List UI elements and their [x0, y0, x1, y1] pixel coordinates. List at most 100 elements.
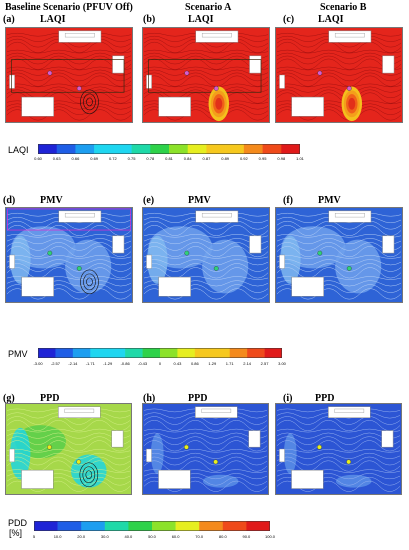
- streamline: [276, 220, 402, 230]
- door-shape: [279, 448, 285, 463]
- streamline: [6, 428, 131, 433]
- laqi-color-scale: [38, 144, 300, 154]
- color-bin: [152, 521, 176, 531]
- occupant-marker: [213, 266, 219, 271]
- color-bin: [142, 348, 161, 358]
- streamline: [6, 72, 132, 82]
- panel-f-pmv-plot: [275, 207, 403, 303]
- streamline: [143, 259, 269, 266]
- streamline: [276, 86, 402, 93]
- streamline: [6, 234, 132, 238]
- flow-vortex: [85, 470, 93, 480]
- zone-outline: [7, 208, 131, 231]
- color-bin: [281, 144, 300, 154]
- color-bin: [104, 521, 129, 531]
- legend-tick-label: -0.43: [138, 361, 148, 366]
- color-bin: [169, 144, 189, 154]
- streamline: [6, 432, 131, 439]
- streamline: [276, 420, 401, 431]
- legend-tick-label: 0.86: [190, 361, 199, 366]
- streamline: [6, 69, 132, 76]
- color-scale-frame: [34, 521, 270, 531]
- thermal-zone: [65, 239, 112, 294]
- color-bin: [160, 348, 178, 358]
- streamline: [6, 263, 132, 272]
- thermal-zone: [202, 474, 239, 488]
- color-bin: [75, 144, 95, 154]
- occupant-marker: [346, 459, 352, 465]
- color-bin: [72, 348, 91, 358]
- streamline: [143, 41, 269, 53]
- streamline: [6, 242, 132, 251]
- occupant-marker: [346, 266, 352, 271]
- ppd-color-scale: [34, 521, 270, 531]
- legend-tick-label: 40.0: [124, 534, 133, 539]
- desk-shape: [58, 30, 102, 43]
- thermal-zone: [202, 239, 249, 294]
- streamline: [6, 452, 131, 459]
- streamline: [6, 460, 131, 472]
- streamline: [6, 420, 131, 431]
- door-shape: [9, 74, 15, 89]
- legend-tick-label: -1.71: [85, 361, 95, 366]
- color-bin: [38, 348, 56, 358]
- panel-a-laqi-plot: [5, 27, 133, 123]
- scenario-a-column-title: Scenario A: [185, 2, 232, 13]
- streamline: [276, 449, 401, 453]
- legend-tick-label: 1.01: [296, 156, 304, 161]
- streamline: [143, 238, 269, 245]
- legend-tick-label: 3.00: [278, 361, 286, 366]
- color-bin: [212, 348, 231, 358]
- panel-frame: [142, 403, 269, 495]
- color-bin: [34, 521, 58, 531]
- streamline: [143, 38, 269, 48]
- streamline: [143, 86, 269, 93]
- streamline: [276, 234, 402, 238]
- flow-vortex: [83, 273, 96, 291]
- desk-shape: [328, 30, 372, 43]
- legend-tick-label: 100.0: [264, 534, 276, 539]
- streamline: [276, 267, 402, 279]
- streamline: [143, 89, 269, 99]
- streamline: [143, 246, 269, 258]
- streamline: [6, 55, 132, 65]
- thermal-zone: [335, 474, 372, 488]
- flow-vortex: [79, 462, 99, 488]
- cabinet-shape: [249, 235, 262, 254]
- occupant-marker: [47, 70, 53, 76]
- occupant-marker: [317, 250, 323, 256]
- panel-frame: [5, 403, 132, 495]
- panel-h-ppd-plot: [142, 403, 269, 495]
- flow-vortex: [86, 97, 93, 107]
- occupant-marker: [213, 86, 219, 91]
- streamline: [143, 72, 269, 82]
- streamline: [276, 58, 402, 70]
- streamline: [143, 83, 269, 88]
- cabinet-shape: [112, 55, 125, 74]
- legend-tick-label: 0.92: [239, 156, 248, 161]
- streamline: [6, 456, 131, 466]
- occupant-marker: [317, 444, 322, 450]
- laqi-legend-title: LAQI: [8, 145, 29, 155]
- streamline: [143, 242, 269, 251]
- color-bin: [90, 348, 109, 358]
- streamline: [143, 432, 268, 439]
- zone-outline: [11, 59, 125, 93]
- color-bin: [150, 144, 170, 154]
- streamline: [6, 83, 132, 88]
- color-bin: [229, 348, 248, 358]
- panel-e-letter: (e): [143, 195, 155, 206]
- panel-i-letter: (i): [283, 393, 293, 404]
- desk-inner-shape: [334, 213, 365, 218]
- panel-frame: [5, 207, 133, 303]
- legend-tick-label: 0.60: [34, 156, 42, 161]
- occupant-marker: [184, 250, 190, 256]
- color-bin: [262, 144, 282, 154]
- streamline: [143, 456, 268, 466]
- table-shape: [158, 469, 191, 489]
- panel-c-laqi-plot: [275, 27, 403, 123]
- streamline: [6, 49, 132, 54]
- panel-i-metric: PPD: [315, 393, 335, 404]
- streamline: [276, 259, 402, 266]
- legend-tick-label: -0.86: [120, 361, 130, 366]
